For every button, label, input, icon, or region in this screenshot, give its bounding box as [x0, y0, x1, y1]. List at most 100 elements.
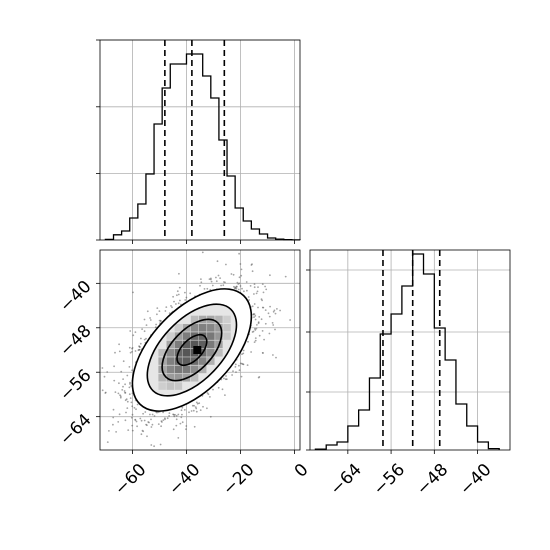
heatmap-cell [190, 315, 199, 324]
hist-bottom-right-bars [314, 253, 500, 450]
scatter-point [188, 411, 190, 414]
scatter-point [135, 420, 138, 423]
scatter-point [138, 345, 141, 347]
scatter-point [194, 406, 197, 408]
scatter-point [195, 407, 198, 410]
scatter-point [269, 305, 271, 308]
scatter-point [272, 354, 274, 356]
heatmap-cell [174, 357, 183, 365]
heatmap-cell [174, 332, 183, 340]
scatter-point [245, 281, 248, 283]
scatter-point [158, 310, 161, 312]
scatter-point [242, 352, 245, 355]
scatter-point [168, 412, 171, 414]
scatter-point [268, 315, 271, 318]
scatter-point [172, 413, 175, 416]
scatter-point [200, 278, 202, 280]
scatter-point [143, 318, 146, 321]
scatter-point [195, 401, 198, 404]
scatter-point [122, 385, 124, 388]
x-tick-label: −56 [370, 460, 410, 500]
scatter-point [264, 285, 266, 288]
scatter-point [253, 303, 256, 305]
density-frame [99, 249, 301, 451]
scatter-point [104, 392, 107, 394]
scatter-point [175, 424, 178, 427]
scatter-point [210, 280, 213, 283]
scatter-point [92, 443, 94, 445]
hist-bottom-right-grid [310, 250, 510, 450]
scatter-point [238, 276, 241, 279]
scatter-point [131, 369, 134, 372]
scatter-point [128, 393, 131, 396]
scatter-point [237, 288, 240, 291]
scatter-point [217, 386, 220, 389]
scatter-point [240, 268, 243, 271]
scatter-point [134, 418, 137, 421]
scatter-point [181, 421, 184, 424]
scatter-point [219, 277, 222, 279]
scatter-point [254, 339, 257, 342]
scatter-point [256, 324, 258, 326]
scatter-point [138, 348, 141, 351]
scatter-point [119, 394, 121, 396]
scatter-point [174, 413, 176, 416]
scatter-point [146, 435, 148, 438]
scatter-point [246, 289, 248, 292]
scatter-point [258, 334, 261, 337]
scatter-point [171, 306, 173, 309]
scatter-point [124, 391, 126, 394]
scatter-point [262, 352, 264, 354]
scatter-point [140, 419, 143, 422]
scatter-point [263, 338, 265, 341]
scatter-point [177, 413, 180, 416]
scatter-point [216, 260, 219, 263]
scatter-point [151, 413, 154, 416]
scatter-point [208, 278, 211, 280]
scatter-point [235, 286, 238, 288]
heatmap-cell [198, 357, 207, 365]
scatter-point [156, 307, 159, 309]
scatter-point [128, 386, 131, 389]
scatter-point [267, 312, 270, 315]
scatter-point [253, 316, 255, 318]
heatmap-cell [166, 349, 175, 357]
scatter-point [177, 302, 180, 305]
scatter-point [246, 364, 249, 366]
scatter-point [139, 342, 142, 345]
scatter-point [198, 402, 201, 405]
scatter-point [209, 415, 212, 418]
scatter-point [236, 281, 239, 284]
scatter-point [106, 371, 109, 373]
heatmap-cell [174, 340, 183, 349]
scatter-point [146, 310, 149, 313]
scatter-point [241, 362, 243, 365]
scatter-point [180, 416, 183, 419]
scatter-point [247, 340, 249, 343]
scatter-point [235, 371, 237, 373]
scatter-point [166, 417, 169, 420]
scatter-point [264, 309, 267, 311]
scatter-point [200, 281, 203, 284]
scatter-point [136, 425, 139, 428]
scatter-point [209, 396, 211, 398]
scatter-point [254, 329, 257, 331]
scatter-point [150, 444, 153, 446]
scatter-point [284, 275, 287, 278]
scatter-point [160, 425, 163, 428]
heatmap-cell [190, 340, 199, 349]
scatter-point [255, 292, 258, 295]
scatter-point [262, 306, 265, 309]
scatter-point [150, 426, 153, 428]
scatter-point [239, 263, 242, 265]
heatmap-cell [207, 349, 215, 357]
scatter-point [222, 284, 225, 287]
scatter-point [254, 315, 257, 317]
scatter-point [101, 389, 104, 392]
heatmap-cell [190, 374, 199, 382]
scatter-point [124, 419, 127, 422]
scatter-point [144, 411, 147, 413]
scatter-point [142, 430, 145, 433]
scatter-point [189, 292, 192, 295]
x-tick-label: −48 [413, 460, 453, 500]
